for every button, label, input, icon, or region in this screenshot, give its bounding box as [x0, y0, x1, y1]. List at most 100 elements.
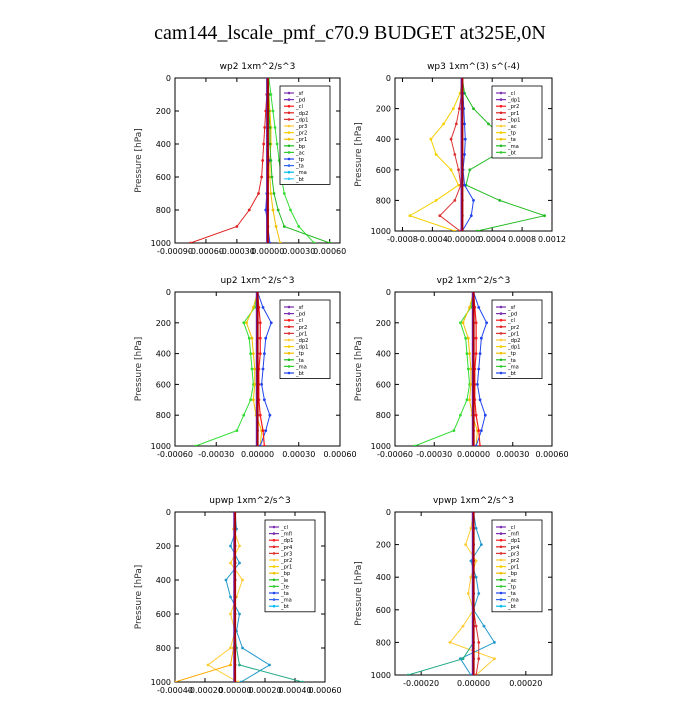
legend-marker — [272, 538, 276, 542]
y-axis-label: Pressure [hPa] — [134, 128, 144, 193]
data-point — [463, 122, 466, 126]
plot-frame — [394, 77, 553, 232]
x-tick-label: 0.00030 — [282, 450, 315, 459]
data-point — [451, 107, 455, 110]
legend-label: _bt — [507, 150, 516, 156]
data-point — [274, 225, 278, 228]
legend-marker — [287, 318, 291, 322]
y-tick-label: 600 — [156, 380, 171, 389]
plot-frame — [174, 77, 341, 244]
data-point — [478, 444, 482, 446]
legend-label: _pr4 — [507, 545, 520, 551]
data-point — [493, 657, 496, 661]
legend-label: _pr2 — [507, 558, 519, 564]
data-point — [453, 153, 457, 156]
legend-label: _bp1 — [507, 117, 520, 123]
y-tick-label: 800 — [376, 411, 391, 420]
data-point — [282, 225, 286, 228]
legend-marker — [499, 351, 503, 355]
legend-marker — [272, 565, 276, 568]
series-line-ac — [407, 512, 474, 675]
data-point — [260, 383, 264, 386]
legend-label: _dp1 — [507, 538, 520, 544]
legend-label: _cl — [507, 91, 515, 97]
data-point — [271, 109, 275, 113]
legend-marker — [499, 332, 503, 335]
legend-label: _bp — [280, 571, 291, 577]
y-tick-label: 400 — [156, 576, 171, 585]
legend-marker — [499, 98, 503, 101]
data-point — [466, 336, 470, 340]
legend-marker — [499, 131, 503, 134]
x-tick-label: -0.00060 — [157, 450, 193, 459]
y-tick-label: 400 — [156, 350, 171, 359]
x-tick-label: 0.00060 — [313, 247, 346, 256]
legend-label: _pd — [295, 98, 305, 104]
data-point — [238, 612, 241, 616]
data-point — [269, 192, 273, 195]
data-point — [238, 663, 241, 667]
data-point — [459, 321, 462, 325]
legend-marker — [499, 371, 503, 375]
data-point — [474, 444, 478, 446]
legend-marker — [287, 325, 291, 329]
data-point — [241, 646, 244, 650]
data-point — [472, 199, 475, 202]
series-line-dp1 — [439, 78, 463, 231]
data-point — [469, 383, 473, 386]
y-tick-label: 600 — [376, 166, 391, 175]
legend-marker — [287, 164, 291, 167]
data-point — [468, 398, 471, 402]
chart-title: upwp 1xm^2/s^3 — [209, 496, 290, 506]
data-point — [474, 575, 478, 579]
data-point — [264, 429, 268, 432]
legend-label: _ta — [280, 591, 289, 597]
y-tick-label: 800 — [156, 411, 171, 420]
data-point — [268, 241, 272, 243]
data-point — [224, 578, 228, 582]
chart-vp2: vp2 1xm^2/s^3 Pressure [hPa] 0 200 400 600 800… — [354, 276, 569, 459]
legend-marker — [272, 532, 276, 535]
legend-marker — [287, 338, 291, 342]
legend-label: _tp — [507, 131, 517, 137]
x-tick-label: 0.00000 — [218, 686, 251, 695]
x-tick-label: 0.0012 — [538, 235, 566, 244]
data-point — [442, 122, 445, 126]
data-point — [260, 175, 264, 179]
data-point — [278, 241, 282, 243]
legend-marker — [287, 157, 291, 161]
data-point — [258, 352, 262, 355]
data-point — [478, 398, 482, 402]
legend-marker — [499, 151, 503, 154]
legend-label: _dp2 — [295, 111, 308, 117]
legend-marker — [499, 525, 503, 529]
data-point — [261, 429, 265, 432]
plot-frame — [174, 511, 326, 683]
x-tick-label: 0.00000 — [457, 679, 490, 688]
legend-marker — [499, 305, 503, 309]
legend-label: _pr2 — [507, 325, 519, 331]
x-tick-label: 0.00040 — [278, 686, 311, 695]
chart-title: up2 1xm^2/s^3 — [220, 276, 294, 286]
data-point — [261, 367, 265, 371]
legend-label: _pr1 — [507, 565, 519, 571]
data-point — [469, 526, 473, 530]
legend-marker — [499, 571, 503, 575]
y-axis-label: Pressure [hPa] — [354, 122, 364, 187]
legend-marker — [499, 552, 503, 555]
legend-marker — [272, 571, 276, 575]
legend-label: _bp — [507, 571, 518, 577]
legend-label: _tp — [507, 351, 517, 357]
legend-label: _pr3 — [295, 124, 307, 130]
data-point — [434, 199, 438, 202]
plot-area — [189, 78, 332, 243]
legend-marker — [499, 124, 503, 128]
legend-label: _mfl — [280, 532, 292, 538]
series-line-dp2 — [190, 78, 269, 243]
legend-label: _dp2 — [295, 338, 308, 344]
legend-label: _pr2 — [507, 104, 519, 110]
data-point — [463, 153, 466, 156]
x-tick-label: -0.00000 — [444, 235, 480, 244]
legend-marker — [287, 332, 291, 335]
legend-marker — [499, 585, 503, 588]
